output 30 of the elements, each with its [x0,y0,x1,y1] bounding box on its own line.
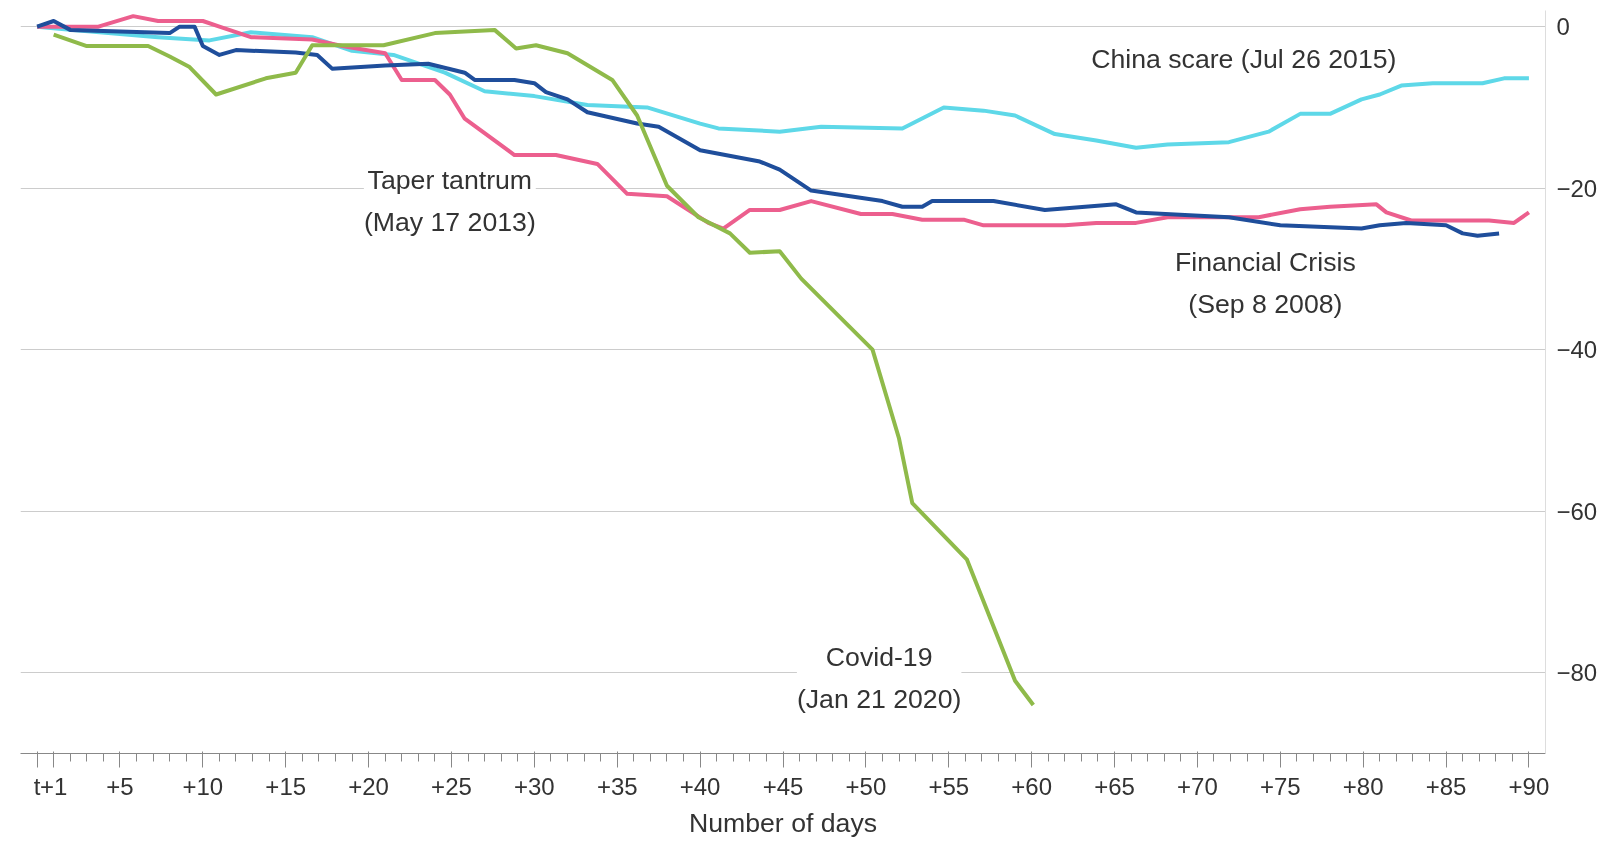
x-tick-label: +50 [845,772,887,800]
y-tick-label: 0 [1556,13,1570,41]
x-tick-label: +30 [514,772,555,800]
x-tick-label: +15 [265,772,307,800]
series-label: Covid-19 (Jan 21 2020) [796,642,962,715]
y-tick-label: −40 [1556,336,1598,364]
x-tick-label: +75 [1259,772,1301,800]
x-axis-title: Number of days [688,807,878,838]
x-tick-label: +65 [1094,772,1135,800]
y-tick-label: −60 [1556,497,1598,525]
series-label: Taper tantrum (May 17 2013) [363,165,536,238]
x-tick-label: +35 [596,772,638,800]
x-tick-label: +90 [1508,772,1550,800]
series-label: China scare (Jul 26 2015) [1091,43,1397,74]
x-tick-label: +60 [1011,772,1052,800]
x-tick-label: +10 [182,772,224,800]
y-tick-label: −20 [1556,174,1598,202]
x-tick-label: +20 [348,772,389,800]
y-tick-label: −80 [1556,659,1598,687]
x-tick-label: +70 [1177,772,1218,800]
x-tick-label: +85 [1425,772,1467,800]
x-tick-label: +45 [762,772,804,800]
x-tick-label: +5 [106,772,134,800]
x-tick-label: +40 [679,772,721,800]
series-label: Financial Crisis (Sep 8 2008) [1175,247,1356,320]
x-tick-label: +25 [431,772,472,800]
text: +1 [39,772,68,800]
x-tick-label: +55 [928,772,970,800]
x-tick-label: t [33,772,41,800]
x-tick-label: +80 [1342,772,1384,800]
